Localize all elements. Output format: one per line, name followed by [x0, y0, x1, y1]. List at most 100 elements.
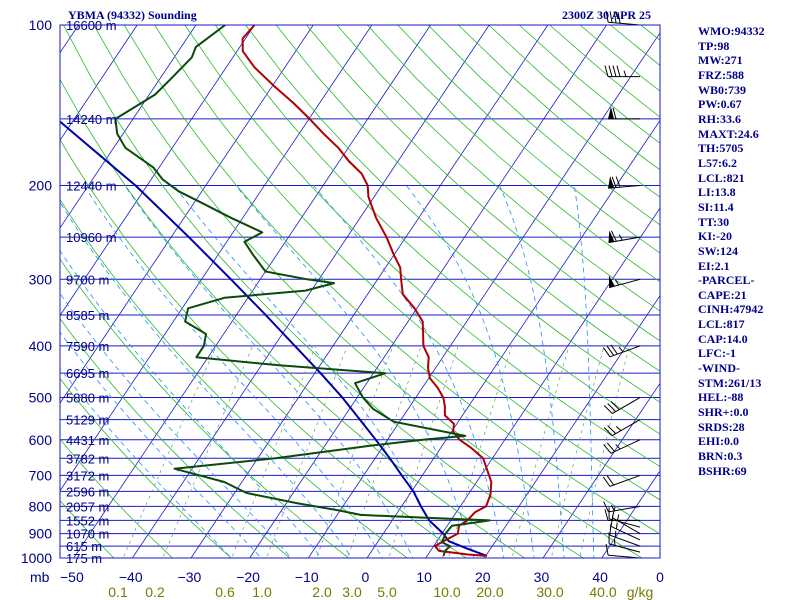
- pressure-tick-label: 600: [29, 432, 53, 448]
- mixing-ratio-line: [388, 345, 459, 558]
- barb-feather: [607, 403, 617, 412]
- barb-feather: [612, 107, 617, 119]
- dry-adiabat: [367, 25, 660, 283]
- pressure-tick-label: 800: [29, 498, 53, 514]
- barb-feather: [611, 176, 617, 188]
- index-item: L57:6.2: [698, 155, 737, 170]
- barb-feather: [610, 401, 620, 410]
- mixing-ratio-tick-label: 20.0: [476, 584, 503, 600]
- index-item: CINH:47942: [698, 302, 764, 317]
- sounding-profiles: [60, 25, 493, 557]
- dry-adiabat: [60, 317, 291, 558]
- moist-adiabat: [124, 185, 414, 558]
- barb-feather: [616, 65, 621, 77]
- barb-half-feather: [615, 426, 622, 431]
- index-item: STM:261/13: [698, 375, 762, 390]
- parcel-trace: [60, 120, 488, 557]
- barb-flag: [608, 176, 615, 189]
- barb-feather: [607, 425, 617, 434]
- index-item: RH:33.6: [698, 111, 741, 126]
- moist-adiabat: [499, 185, 565, 558]
- mixing-ratio-line: [162, 345, 254, 558]
- dry-adiabat: [0, 25, 6, 569]
- temperature-tick-label: 30: [534, 569, 550, 585]
- isotherm-line: [60, 25, 197, 229]
- mixing-ratio-unit: g/kg: [627, 584, 653, 600]
- axis-unit-label: mb: [30, 569, 50, 585]
- dry-adiabat: [275, 25, 660, 372]
- pressure-tick-label: 100: [29, 17, 53, 33]
- index-item: HEL:-88: [698, 390, 744, 405]
- mixing-ratio-tick-label: 0.1: [108, 584, 128, 600]
- barb-staff: [608, 543, 641, 553]
- barb-feather: [603, 427, 613, 436]
- index-item: EHI:0.0: [698, 434, 740, 449]
- mixing-ratio-tick-label: 0.6: [215, 584, 235, 600]
- wind-barb: [608, 176, 641, 189]
- index-item: SW:124: [698, 243, 739, 258]
- height-label: 3782 m: [66, 451, 109, 466]
- dry-adiabat: [60, 78, 526, 558]
- index-item: MW:271: [698, 53, 743, 68]
- temperature-tick-label: −40: [119, 569, 143, 585]
- index-item: SI:11.4: [698, 199, 734, 214]
- isotherm-line: [60, 25, 138, 142]
- pressure-tick-label: 400: [29, 338, 53, 354]
- pressure-tick-label: 1000: [21, 550, 52, 566]
- index-item: LFC:-1: [698, 346, 736, 361]
- index-item: EI:2.1: [698, 258, 730, 273]
- mixing-ratio-tick-label: 30.0: [536, 584, 563, 600]
- isotherm-line: [601, 470, 660, 558]
- pressure-tick-label: 700: [29, 467, 53, 483]
- dry-adiabat: [60, 258, 350, 558]
- moist-adiabat: [573, 185, 595, 558]
- isotherm-line: [483, 294, 660, 558]
- height-label: 14240 m: [66, 112, 117, 127]
- mixing-ratio-tick-label: 3.0: [342, 584, 362, 600]
- mixing-ratio-tick-label: 10.0: [433, 584, 460, 600]
- barb-staff: [609, 534, 641, 547]
- barb-feather: [603, 405, 613, 414]
- height-label: 12440 m: [66, 178, 117, 193]
- index-item: SRDS:28: [698, 419, 745, 434]
- station-title: YBMA (94332) Sounding: [68, 8, 197, 22]
- height-label: 1070 m: [66, 527, 109, 542]
- height-label: 175 m: [66, 551, 102, 566]
- barb-staff: [608, 505, 641, 513]
- barb-feather: [617, 11, 621, 24]
- barb-feather: [608, 65, 613, 77]
- barb-feather: [604, 65, 609, 77]
- barb-staff: [612, 419, 641, 437]
- grid-lines: [0, 25, 660, 569]
- index-item: MAXT:24.6: [698, 126, 759, 141]
- barb-feather: [611, 506, 616, 518]
- barb-feather: [613, 11, 617, 23]
- mixing-ratio-tick-label: 5.0: [377, 584, 397, 600]
- pressure-tick-label: 200: [29, 177, 53, 193]
- index-item: BRN:0.3: [698, 449, 743, 464]
- barb-feather: [602, 476, 611, 487]
- barb-flag: [608, 230, 615, 243]
- index-item: CAP:14.0: [698, 331, 748, 346]
- index-item: WB0:739: [698, 82, 746, 97]
- wind-barb: [608, 106, 640, 120]
- temperature-tick-label: −10: [295, 569, 319, 585]
- index-item: BSHR:69: [698, 463, 747, 478]
- barb-half-feather: [615, 444, 621, 450]
- barb-half-feather: [623, 70, 627, 77]
- mixing-ratio-line: [122, 345, 217, 558]
- wind-barb: [608, 230, 641, 244]
- temperature-tick-label: −20: [236, 569, 260, 585]
- wind-barb: [604, 509, 640, 521]
- indices-panel: WMO:94332 TP:98 MW:271 FRZ:588 WB0:739 PW:0.6…: [698, 24, 765, 478]
- barb-feather: [603, 501, 609, 513]
- barb-feather: [605, 10, 609, 23]
- isotherm-line: [307, 32, 660, 558]
- index-item: CAPE:21: [698, 287, 747, 302]
- barb-feather: [610, 344, 618, 355]
- index-item: TT:30: [698, 214, 730, 229]
- mixing-ratio-tick-label: 1.0: [252, 584, 272, 600]
- pressure-tick-label: 900: [29, 526, 53, 542]
- mixing-ratio-line: [266, 345, 348, 558]
- barb-staff: [610, 525, 641, 541]
